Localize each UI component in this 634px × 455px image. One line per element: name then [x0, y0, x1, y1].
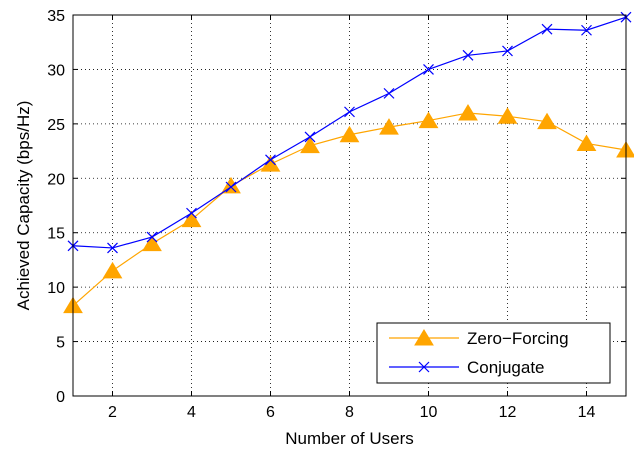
- y-tick-label: 0: [56, 389, 65, 406]
- data-point-conjugate: [186, 207, 197, 219]
- legend-zero-forcing-label: Zero−Forcing: [467, 329, 569, 348]
- legend: Zero−Forcing Conjugate: [376, 322, 611, 384]
- x-tick-label: 6: [266, 404, 275, 421]
- data-point-zero-forcing: [418, 111, 439, 129]
- y-tick-label: 10: [47, 280, 65, 297]
- data-point-conjugate: [304, 131, 316, 143]
- data-point-zero-forcing: [102, 261, 123, 279]
- x-tick-label: 8: [345, 404, 354, 421]
- legend-zero-forcing-marker: [414, 329, 434, 346]
- tick-layer: 2 4 6 8 10 12 14 0 5 10 15 20 25 30 35: [47, 8, 626, 421]
- series-conjugate: [67, 11, 632, 254]
- data-point-conjugate: [541, 23, 553, 35]
- y-tick-label: 20: [47, 171, 65, 188]
- data-point-conjugate: [383, 87, 395, 99]
- data-point-zero-forcing: [142, 234, 162, 252]
- data-point-conjugate: [146, 231, 158, 243]
- x-tick-label: 2: [108, 404, 117, 421]
- y-axis-title: Achieved Capacity (bps/Hz): [14, 101, 33, 311]
- data-point-zero-forcing: [339, 125, 360, 143]
- data-point-zero-forcing: [300, 136, 320, 154]
- y-tick-label: 25: [47, 117, 65, 134]
- data-point-zero-forcing: [497, 107, 518, 124]
- x-tick-label: 14: [578, 404, 596, 421]
- data-point-conjugate: [265, 154, 276, 166]
- y-tick-label: 30: [47, 62, 65, 79]
- series-layer: [63, 11, 634, 314]
- data-point-conjugate: [423, 64, 434, 75]
- data-point-conjugate: [107, 242, 118, 254]
- data-point-zero-forcing: [181, 210, 202, 228]
- data-point-conjugate: [581, 24, 592, 36]
- y-tick-label: 5: [56, 335, 65, 352]
- legend-conjugate-marker: [418, 361, 430, 373]
- x-tick-label: 10: [420, 404, 438, 421]
- data-point-zero-forcing: [458, 103, 478, 121]
- data-point-zero-forcing: [379, 118, 399, 135]
- y-tick-label: 15: [47, 226, 65, 243]
- data-point-conjugate: [502, 45, 513, 57]
- data-point-zero-forcing: [537, 112, 557, 130]
- legend-conjugate-label: Conjugate: [467, 358, 545, 377]
- data-point-conjugate: [225, 181, 237, 193]
- y-tick-label: 35: [47, 8, 65, 25]
- x-tick-label: 12: [499, 404, 517, 421]
- data-point-conjugate: [462, 49, 474, 61]
- legend-box: [376, 322, 611, 384]
- data-point-conjugate: [344, 106, 355, 118]
- x-axis-title: Number of Users: [285, 429, 413, 448]
- series-zero-forcing: [63, 103, 634, 314]
- x-tick-label: 4: [187, 404, 196, 421]
- data-point-zero-forcing: [221, 176, 241, 194]
- data-point-zero-forcing: [576, 134, 597, 151]
